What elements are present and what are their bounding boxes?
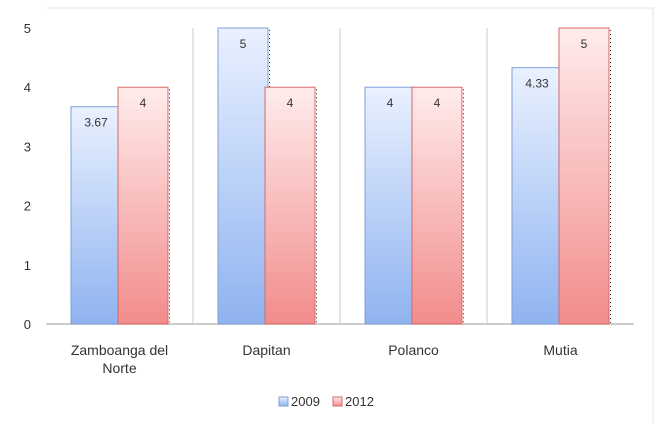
data-label: 5	[240, 37, 247, 51]
data-label: 3.67	[84, 116, 108, 130]
legend-label: 2009	[291, 394, 320, 409]
bar-2009	[364, 86, 416, 325]
y-tick-label: 2	[24, 199, 31, 214]
bar-2009	[511, 67, 563, 325]
y-tick-label: 1	[24, 258, 31, 273]
data-label: 5	[581, 37, 588, 51]
data-label: 4	[434, 96, 441, 110]
y-tick-label: 0	[24, 317, 31, 332]
data-label: 4.33	[525, 77, 549, 91]
bar-2012	[411, 86, 463, 325]
bar-2012	[264, 86, 316, 325]
bar-2009	[217, 27, 269, 325]
y-tick-label: 3	[24, 139, 31, 154]
data-label: 4	[287, 96, 294, 110]
legend-label: 2012	[345, 394, 374, 409]
category-label: Dapitan	[242, 342, 290, 358]
bar-2009	[70, 106, 122, 325]
bar-2012	[117, 86, 169, 325]
category-label: Zamboanga del	[71, 342, 168, 358]
data-label: 4	[387, 96, 394, 110]
y-tick-label: 5	[24, 21, 31, 36]
category-label: Mutia	[543, 342, 577, 358]
data-label: 4	[140, 96, 147, 110]
category-label: Norte	[102, 360, 136, 376]
legend-swatch-2009	[278, 396, 289, 407]
y-tick-label: 4	[24, 80, 31, 95]
category-label: Polanco	[388, 342, 439, 358]
legend-swatch-2012	[332, 396, 343, 407]
bar-2012	[558, 27, 610, 325]
